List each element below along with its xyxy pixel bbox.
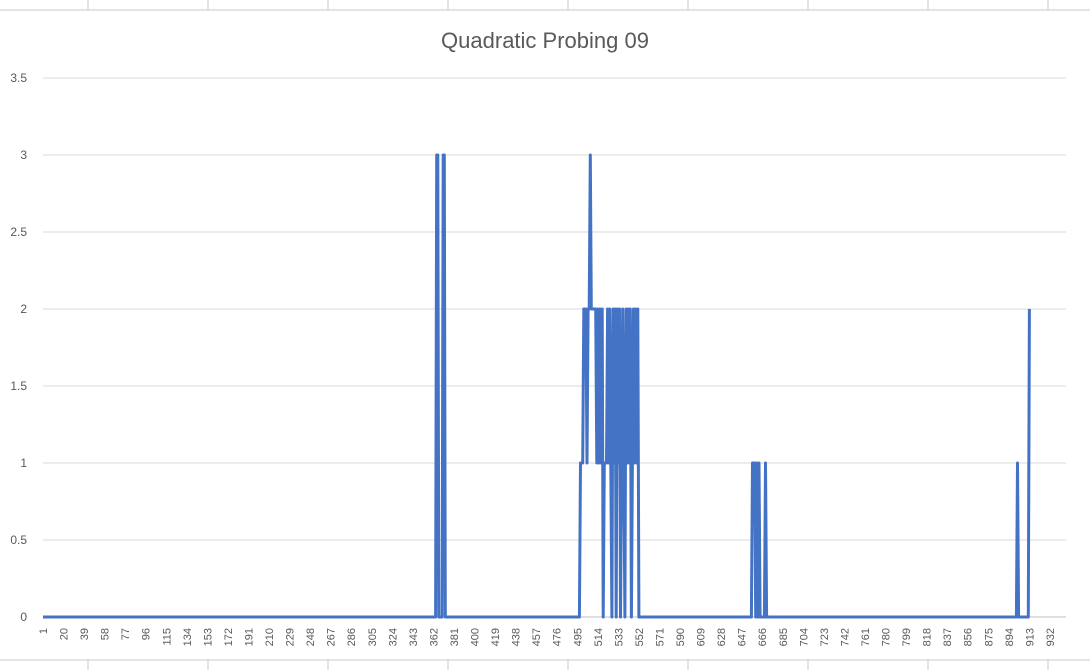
y-tick-label: 3.5 xyxy=(10,71,27,85)
x-tick-label: 457 xyxy=(531,628,543,646)
x-tick-label: 191 xyxy=(243,628,255,646)
x-tick-label: 115 xyxy=(161,628,173,646)
x-tick-label: 837 xyxy=(942,628,954,646)
x-tick-label: 875 xyxy=(983,628,995,646)
y-tick-label: 1.5 xyxy=(10,379,27,393)
x-tick-label: 913 xyxy=(1024,628,1036,646)
x-tick-label: 818 xyxy=(922,628,934,646)
x-tick-label: 267 xyxy=(326,628,338,646)
x-tick-label: 153 xyxy=(202,628,214,646)
y-tick-label: 1 xyxy=(20,456,27,470)
x-tick-label: 514 xyxy=(593,628,605,646)
x-tick-label: 742 xyxy=(839,628,851,646)
x-tick-label: 229 xyxy=(285,628,297,646)
x-tick-label: 704 xyxy=(798,628,810,646)
x-tick-label: 894 xyxy=(1004,628,1016,646)
x-tick-label: 856 xyxy=(963,628,975,646)
chart-title: Quadratic Probing 09 xyxy=(441,28,649,53)
y-tick-label: 2.5 xyxy=(10,225,27,239)
x-tick-label: 780 xyxy=(881,628,893,646)
x-tick-label: 20 xyxy=(59,628,71,640)
x-tick-label: 286 xyxy=(346,628,358,646)
x-tick-label: 419 xyxy=(490,628,502,646)
x-tick-label: 571 xyxy=(654,628,666,646)
y-tick-label: 0 xyxy=(20,610,27,624)
x-tick-label: 628 xyxy=(716,628,728,646)
x-tick-label: 248 xyxy=(305,628,317,646)
x-tick-label: 324 xyxy=(387,628,399,646)
x-tick-label: 381 xyxy=(449,628,461,646)
x-tick-label: 932 xyxy=(1045,628,1057,646)
x-tick-label: 533 xyxy=(613,628,625,646)
x-tick-label: 210 xyxy=(264,628,276,646)
y-tick-label: 2 xyxy=(20,302,27,316)
x-tick-label: 172 xyxy=(223,628,235,646)
x-tick-label: 438 xyxy=(511,628,523,646)
series-line xyxy=(43,153,1031,619)
x-tick-label: 39 xyxy=(79,628,91,640)
x-tick-label: 96 xyxy=(141,628,153,640)
y-tick-label: 3 xyxy=(20,148,27,162)
x-tick-label: 343 xyxy=(408,628,420,646)
x-tick-label: 476 xyxy=(552,628,564,646)
x-tick-label: 305 xyxy=(367,628,379,646)
x-tick-label: 58 xyxy=(100,628,112,640)
x-tick-label: 685 xyxy=(778,628,790,646)
x-tick-label: 799 xyxy=(901,628,913,646)
x-tick-label: 495 xyxy=(572,628,584,646)
y-tick-label: 0.5 xyxy=(10,533,27,547)
x-tick-label: 134 xyxy=(182,628,194,646)
x-tick-label: 647 xyxy=(737,628,749,646)
x-tick-label: 609 xyxy=(696,628,708,646)
x-tick-label: 761 xyxy=(860,628,872,646)
x-tick-label: 552 xyxy=(634,628,646,646)
x-tick-label: 400 xyxy=(470,628,482,646)
x-tick-label: 77 xyxy=(120,628,132,640)
x-tick-label: 723 xyxy=(819,628,831,646)
x-tick-label: 666 xyxy=(757,628,769,646)
x-tick-label: 590 xyxy=(675,628,687,646)
x-tick-label: 362 xyxy=(428,628,440,646)
x-tick-label: 1 xyxy=(38,628,50,634)
